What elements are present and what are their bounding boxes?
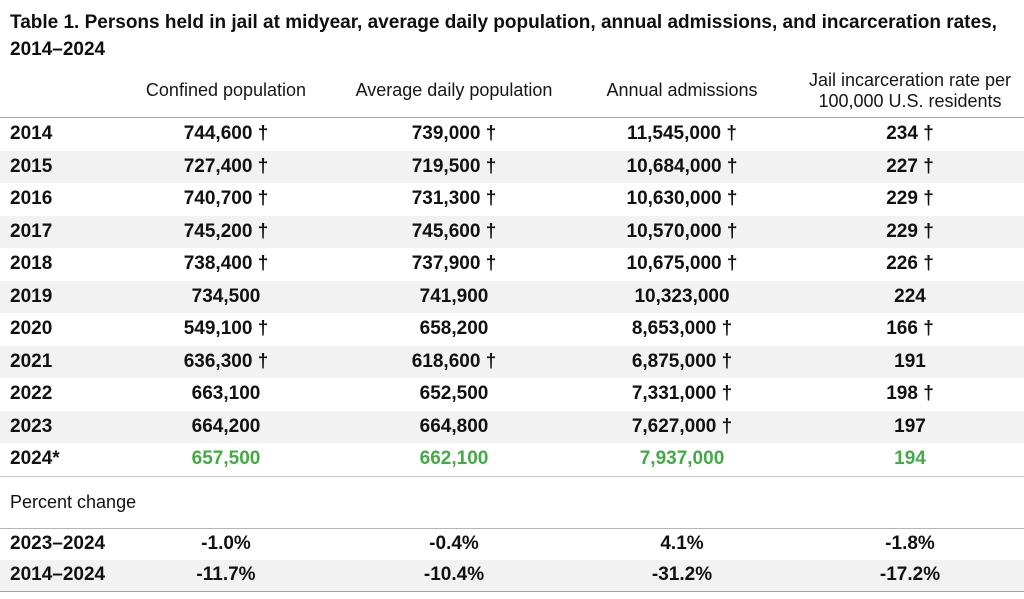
admissions-cell: 7,627,000 † [631,415,733,437]
confined-cell: 727,400 † [183,155,269,177]
range-cell: 2014–2024 [10,564,106,585]
adp-cell: 652,500 [419,383,489,405]
year-cell: 2021 [10,350,53,372]
adp-cell: 664,800 [419,415,489,437]
adp-cell: 745,600 † [411,220,497,242]
year-cell: 2016 [10,188,53,210]
table-row-2020: 2020 549,100 † 658,200 8,653,000 † 166 † [0,313,1024,346]
admissions-cell: 7,937,000 [639,448,725,470]
confined-cell: 657,500 [191,448,261,470]
confined-cell: 745,200 † [183,220,269,242]
adp-cell: 719,500 † [411,155,497,177]
percent-change-row-2023-2024: 2023–2024 -1.0% -0.4% 4.1% -1.8% [0,529,1024,560]
year-cell: 2017 [10,220,53,242]
year-cell: 2015 [10,155,53,177]
rate-cell: 224 [894,285,926,307]
confined-cell: 738,400 † [183,253,269,275]
adp-pct-cell: -0.4% [429,533,479,554]
adp-cell: 618,600 † [411,350,497,372]
admissions-cell: 11,545,000 † [627,123,737,145]
rate-cell: 166 † [886,318,934,340]
table-row-2024-preliminary: 2024* 657,500 662,100 7,937,000 194 [0,443,1024,476]
admissions-cell: 10,323,000 [634,285,730,307]
column-header-adp: Average daily population [355,80,553,100]
confined-cell: 734,500 [191,285,261,307]
table-row-2017: 2017 745,200 † 745,600 † 10,570,000 † 22… [0,215,1024,248]
column-header-admissions: Annual admissions [606,80,758,100]
column-header-rate-line-1: Jail incarceration rate per [808,69,1012,90]
confined-pct-cell: -1.0% [201,533,251,554]
adp-cell: 658,200 [419,318,489,340]
table-row-2018: 2018 738,400 † 737,900 † 10,675,000 † 22… [0,248,1024,281]
adp-cell: 731,300 † [411,188,497,210]
table-row-2015: 2015 727,400 † 719,500 † 10,684,000 † 22… [0,150,1024,183]
percent-change-section-label: Percent change [10,491,137,512]
confined-cell: 549,100 † [183,318,269,340]
rate-cell: 197 [894,415,926,437]
range-cell: 2023–2024 [10,533,106,554]
admissions-cell: 10,630,000 † [626,188,738,210]
column-header-rate: Jail incarceration rate per 100,000 U.S.… [796,70,1024,112]
confined-cell: 663,100 [191,383,261,405]
adp-cell: 737,900 † [411,253,497,275]
page-title: Table 1. Persons held in jail at midyear… [0,0,1024,63]
percent-change-row-2014-2024: 2014–2024 -11.7% -10.4% -31.2% -17.2% [0,559,1024,591]
admissions-pct-cell: 4.1% [660,533,704,554]
rate-pct-cell: -1.8% [885,533,935,554]
rate-cell: 191 [894,350,926,372]
year-cell: 2019 [10,285,53,307]
year-cell: 2014 [10,123,53,145]
table-row-2021: 2021 636,300 † 618,600 † 6,875,000 † 191 [0,345,1024,378]
rate-cell: 229 † [886,188,934,210]
adp-cell: 662,100 [419,448,489,470]
year-cell: 2024* [10,448,60,470]
percent-change-body: 2023–2024 -1.0% -0.4% 4.1% -1.8% 2014–20… [0,527,1024,592]
table-row-2014: 2014 744,600 † 739,000 † 11,545,000 † 23… [0,118,1024,151]
rate-cell: 234 † [886,123,934,145]
rate-cell: 226 † [886,253,934,275]
table-row-2019: 2019 734,500 741,900 10,323,000 224 [0,280,1024,313]
column-header-rate-line-2: 100,000 U.S. residents [818,90,1002,111]
table-row-2016: 2016 740,700 † 731,300 † 10,630,000 † 22… [0,183,1024,216]
rate-cell: 227 † [886,155,934,177]
year-cell: 2022 [10,383,53,405]
confined-cell: 740,700 † [183,188,269,210]
title-line-1: Table 1. Persons held in jail at midyear… [10,12,997,33]
confined-cell: 636,300 † [183,350,269,372]
rate-pct-cell: -17.2% [879,564,941,585]
year-cell: 2020 [10,318,53,340]
rate-cell: 194 [894,448,926,470]
admissions-cell: 7,331,000 † [631,383,733,405]
adp-pct-cell: -10.4% [423,564,485,585]
table-row-2023: 2023 664,200 664,800 7,627,000 † 197 [0,410,1024,443]
admissions-cell: 10,675,000 † [626,253,738,275]
confined-cell: 664,200 [191,415,261,437]
adp-cell: 739,000 † [411,123,497,145]
table-row-2022: 2022 663,100 652,500 7,331,000 † 198 † [0,378,1024,411]
admissions-cell: 6,875,000 † [631,350,733,372]
column-header-confined: Confined population [145,80,307,100]
admissions-cell: 10,570,000 † [626,220,738,242]
confined-pct-cell: -11.7% [196,564,256,585]
table-body: 2014 744,600 † 739,000 † 11,545,000 † 23… [0,118,1024,477]
table-header-row: Confined population Average daily popula… [0,64,1024,118]
year-cell: 2023 [10,415,53,437]
rate-cell: 229 † [886,220,934,242]
adp-cell: 741,900 [419,285,489,307]
admissions-cell: 10,684,000 † [626,155,738,177]
confined-cell: 744,600 † [183,123,269,145]
year-cell: 2018 [10,253,53,275]
admissions-pct-cell: -31.2% [651,564,713,585]
rate-cell: 198 † [886,383,934,405]
admissions-cell: 8,653,000 † [631,318,733,340]
title-line-2: 2014–2024 [10,39,106,60]
